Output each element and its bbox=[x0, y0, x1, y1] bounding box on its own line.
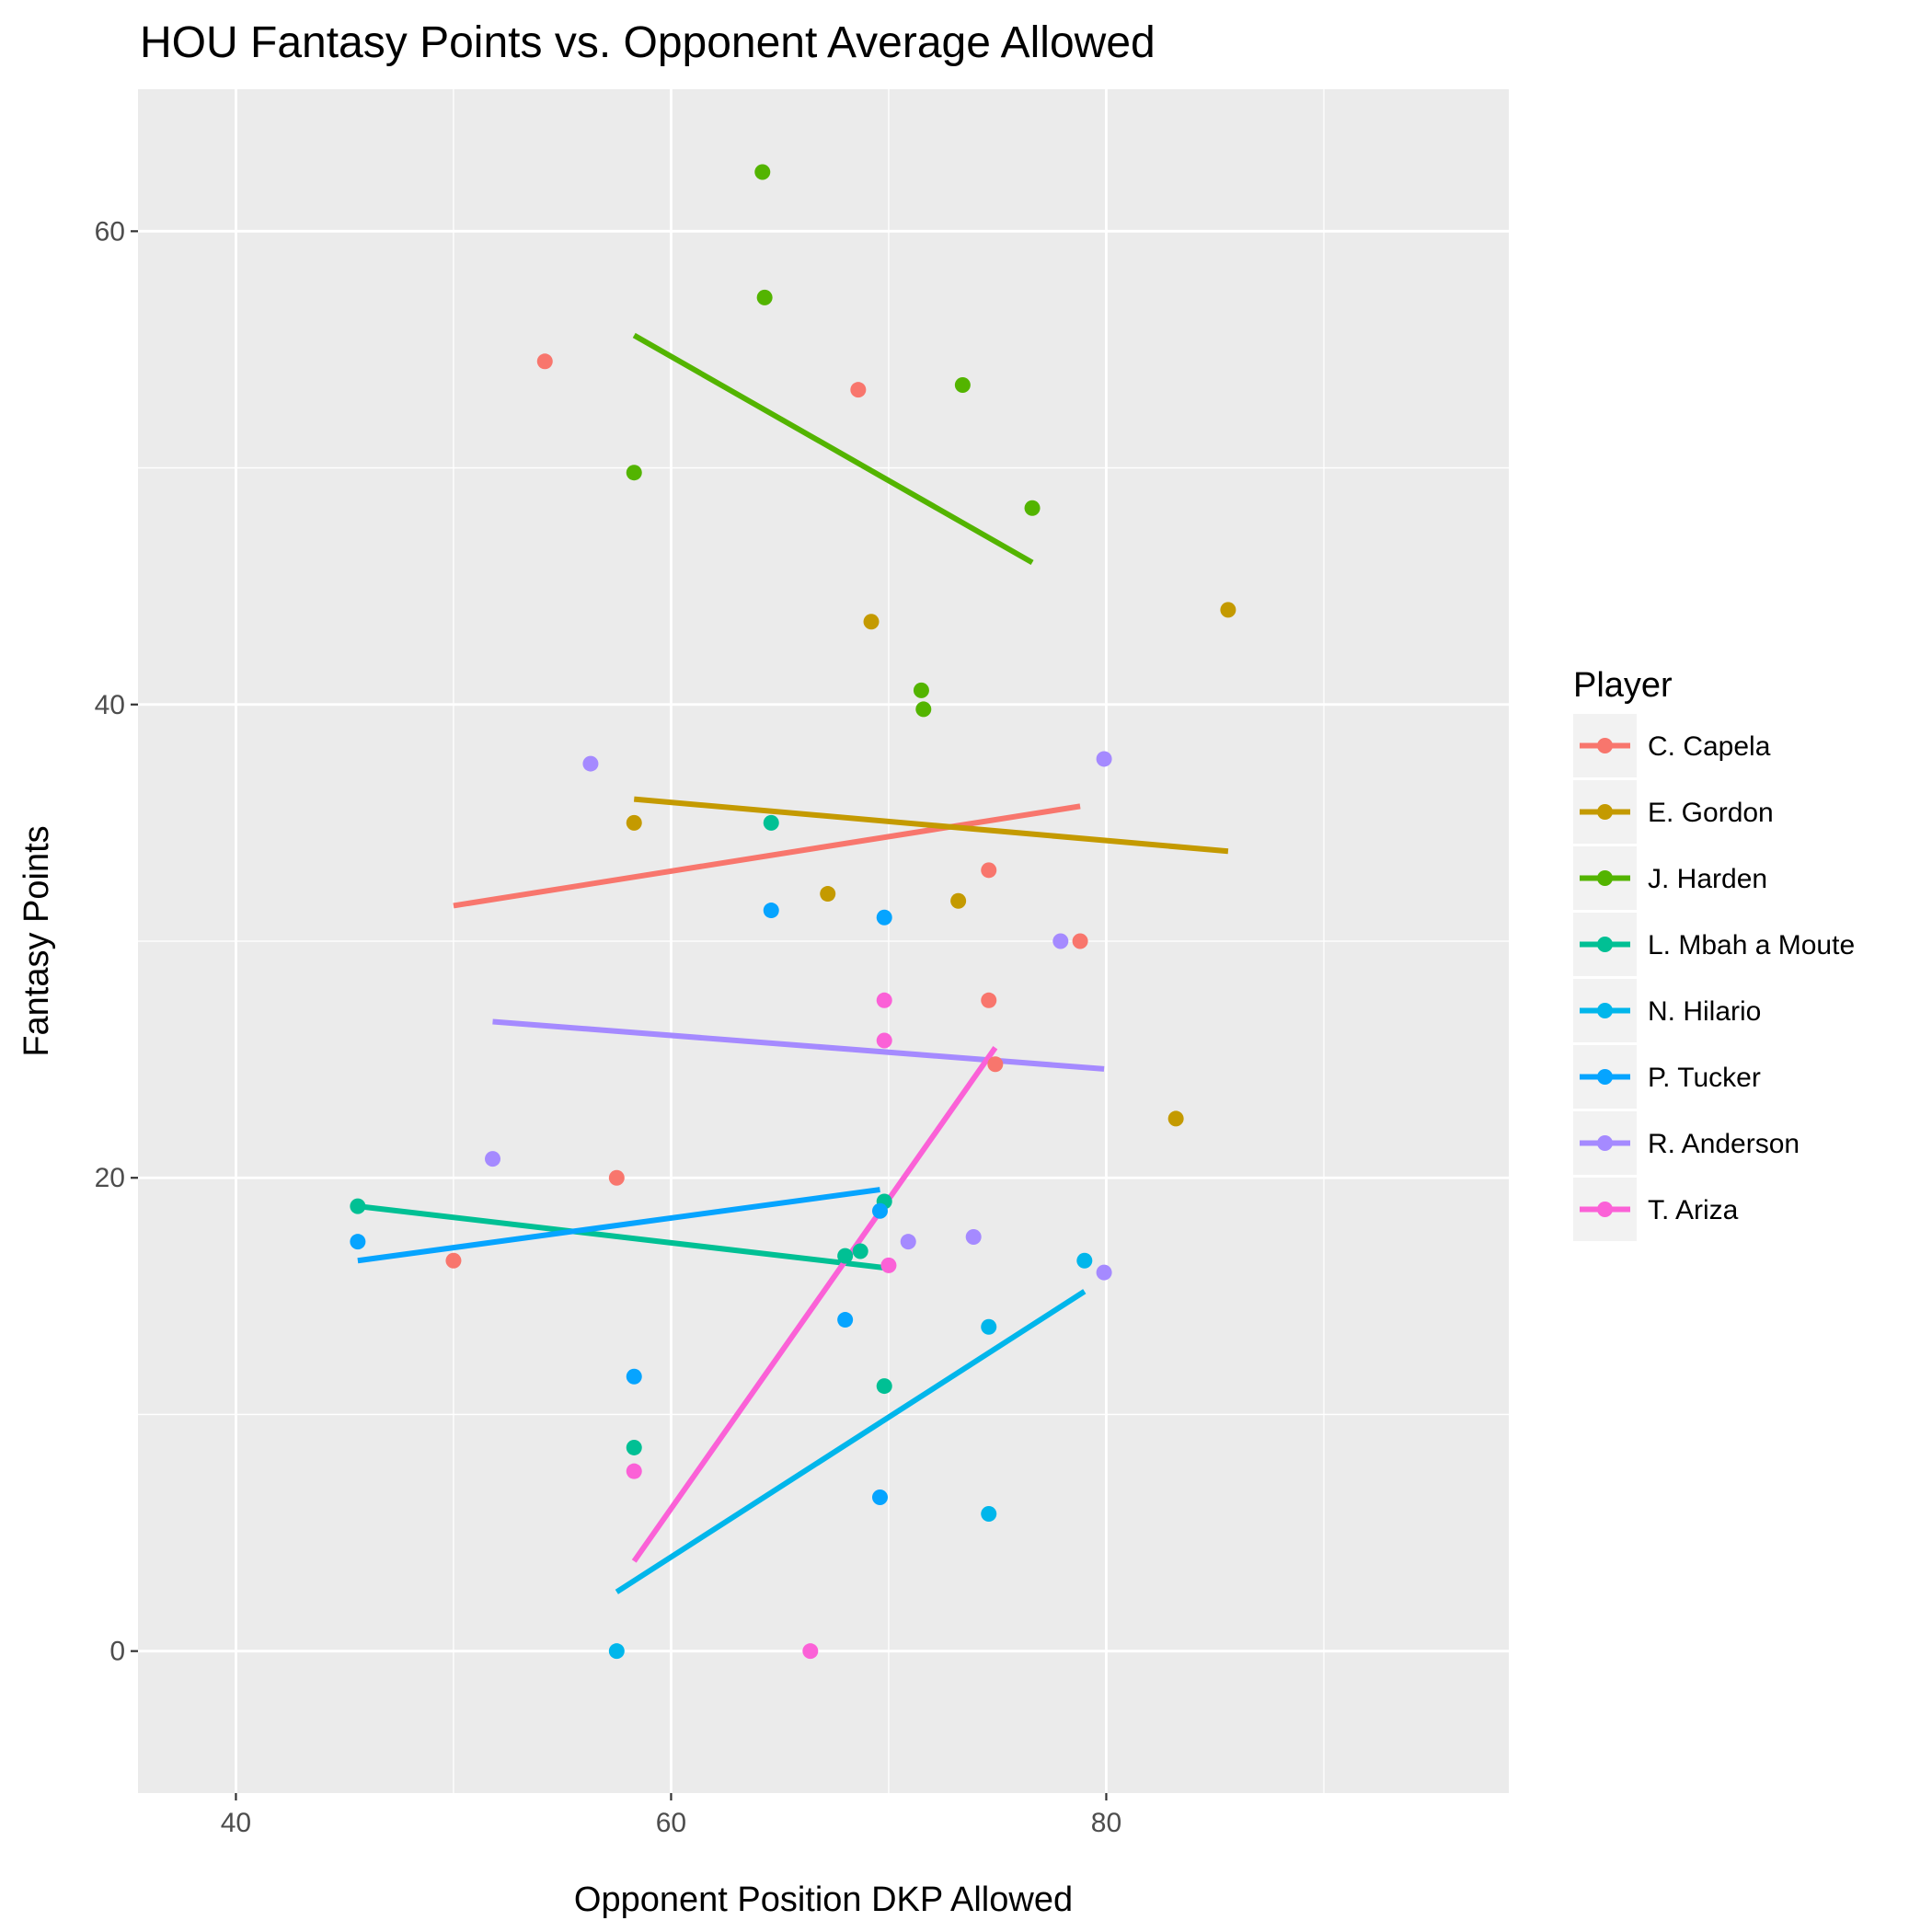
data-point bbox=[1072, 933, 1088, 949]
data-point bbox=[608, 1169, 625, 1186]
data-point bbox=[965, 1229, 982, 1246]
data-point bbox=[880, 1257, 897, 1273]
legend-label: N. Hilario bbox=[1648, 996, 1761, 1027]
data-point bbox=[445, 1252, 462, 1269]
chart-title: HOU Fantasy Points vs. Opponent Average … bbox=[140, 18, 1156, 67]
data-point bbox=[837, 1248, 854, 1264]
x-tick-label: 40 bbox=[221, 1808, 251, 1838]
data-point bbox=[626, 1439, 642, 1455]
data-point bbox=[754, 164, 771, 180]
x-axis-title: Opponent Position DKP Allowed bbox=[574, 1880, 1073, 1919]
legend-key-point bbox=[1597, 1135, 1613, 1151]
data-point bbox=[1076, 1252, 1093, 1269]
grid-major bbox=[138, 89, 1509, 1793]
data-point bbox=[876, 992, 892, 1008]
trend-line bbox=[357, 1187, 880, 1264]
data-point bbox=[981, 862, 997, 879]
trend-line bbox=[632, 332, 1034, 566]
legend-label: L. Mbah a Moute bbox=[1648, 930, 1855, 960]
data-point bbox=[763, 814, 779, 831]
trend-line bbox=[453, 803, 1081, 909]
legend-key-point bbox=[1597, 1069, 1613, 1085]
legend: Player C. Capela E. Gordon J. Harden L. Mba… bbox=[1573, 666, 1855, 1241]
data-point bbox=[1024, 500, 1041, 516]
data-point bbox=[626, 1368, 642, 1385]
legend-title: Player bbox=[1573, 666, 1673, 705]
data-point bbox=[981, 1505, 997, 1522]
data-point bbox=[485, 1151, 501, 1167]
data-point bbox=[900, 1234, 916, 1250]
y-tick-label: 20 bbox=[95, 1163, 125, 1193]
data-point bbox=[350, 1198, 366, 1214]
trend-line bbox=[633, 796, 1229, 855]
axes: 40 60 80 0 20 40 60 bbox=[95, 216, 1122, 1838]
y-tick-label: 40 bbox=[95, 690, 125, 720]
legend-key-point bbox=[1597, 804, 1613, 820]
legend-key-point bbox=[1597, 870, 1613, 886]
grid-minor bbox=[138, 89, 1509, 1793]
legend-label: E. Gordon bbox=[1648, 798, 1774, 828]
data-point bbox=[582, 755, 599, 772]
data-point bbox=[954, 377, 971, 394]
data-point bbox=[876, 909, 892, 926]
data-point bbox=[837, 1312, 854, 1328]
data-point bbox=[850, 382, 867, 398]
data-point bbox=[852, 1243, 868, 1259]
trend-line bbox=[357, 1203, 885, 1271]
data-point bbox=[876, 1032, 892, 1049]
data-point bbox=[1096, 751, 1112, 767]
data-point bbox=[626, 465, 642, 481]
data-point bbox=[863, 614, 880, 630]
data-point bbox=[626, 1463, 642, 1479]
data-point bbox=[763, 903, 779, 919]
y-tick-label: 0 bbox=[109, 1637, 125, 1667]
legend-label: P. Tucker bbox=[1648, 1063, 1761, 1093]
data-point bbox=[608, 1643, 625, 1660]
y-tick-label: 60 bbox=[95, 216, 125, 247]
data-point bbox=[802, 1643, 819, 1660]
data-point bbox=[756, 289, 773, 305]
data-point bbox=[820, 886, 836, 903]
data-point bbox=[950, 892, 967, 909]
data-point bbox=[1167, 1110, 1184, 1127]
legend-key-point bbox=[1597, 738, 1613, 753]
trend-line bbox=[631, 1046, 998, 1563]
data-point bbox=[981, 992, 997, 1008]
data-points bbox=[350, 164, 1236, 1660]
legend-label: C. Capela bbox=[1648, 731, 1771, 762]
trend-line bbox=[615, 1289, 1087, 1594]
y-axis-title: Fantasy Points bbox=[17, 825, 56, 1056]
data-point bbox=[876, 1378, 892, 1395]
legend-label: T. Ariza bbox=[1648, 1195, 1739, 1225]
data-point bbox=[915, 701, 932, 718]
data-point bbox=[981, 1318, 997, 1335]
x-tick-label: 80 bbox=[1091, 1808, 1121, 1838]
legend-label: R. Anderson bbox=[1648, 1129, 1800, 1159]
legend-key-point bbox=[1597, 1003, 1613, 1018]
legend-key-point bbox=[1597, 1202, 1613, 1217]
data-point bbox=[536, 353, 553, 370]
data-point bbox=[871, 1489, 888, 1505]
data-point bbox=[987, 1056, 1004, 1073]
legend-key-point bbox=[1597, 937, 1613, 952]
legend-label: J. Harden bbox=[1648, 864, 1767, 894]
data-point bbox=[1052, 933, 1069, 949]
data-point bbox=[626, 814, 642, 831]
data-point bbox=[350, 1234, 366, 1250]
data-point bbox=[913, 682, 929, 698]
data-point bbox=[1220, 602, 1236, 618]
data-point bbox=[1096, 1264, 1112, 1281]
x-tick-label: 60 bbox=[656, 1808, 686, 1838]
data-point bbox=[871, 1202, 888, 1219]
